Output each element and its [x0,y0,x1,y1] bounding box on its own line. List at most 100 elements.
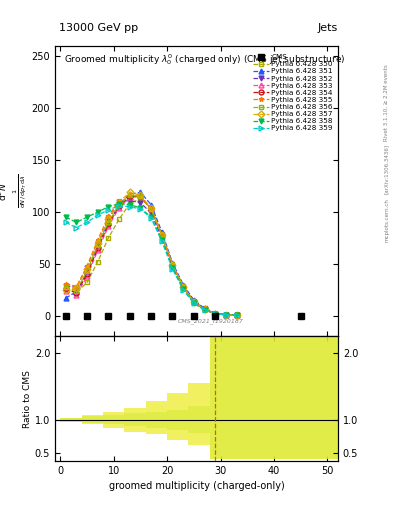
Pythia 6.428 357 [149,205,154,211]
Pythia 6.428 353 [63,288,68,294]
Pythia 6.428 359 [181,287,185,293]
Pythia 6.428 359 [138,206,143,212]
Pythia 6.428 353 [74,292,79,298]
CMS [106,312,111,318]
Pythia 6.428 357 [160,232,164,238]
Pythia 6.428 359 [74,224,79,230]
Legend: CMS, Pythia 6.428 350, Pythia 6.428 351, Pythia 6.428 352, Pythia 6.428 353, Pyt: CMS, Pythia 6.428 350, Pythia 6.428 351,… [251,53,334,133]
Pythia 6.428 353 [127,195,132,201]
Pythia 6.428 358 [213,310,218,316]
Pythia 6.428 358 [127,202,132,208]
Pythia 6.428 351 [74,289,79,295]
CMS [127,312,132,318]
Pythia 6.428 351 [181,282,185,288]
Pythia 6.428 359 [149,215,154,221]
Pythia 6.428 356 [106,219,111,225]
Pythia 6.428 352 [85,265,90,271]
CMS [149,312,154,318]
Pythia 6.428 359 [213,310,218,316]
Line: Pythia 6.428 355: Pythia 6.428 355 [63,192,239,318]
Pythia 6.428 350 [63,285,68,291]
Pythia 6.428 354 [106,221,111,227]
Pythia 6.428 354 [149,206,154,212]
Pythia 6.428 353 [234,312,239,318]
Pythia 6.428 357 [95,240,100,246]
Pythia 6.428 359 [117,203,121,209]
Pythia 6.428 358 [170,265,175,271]
Pythia 6.428 355 [106,213,111,219]
Pythia 6.428 358 [95,209,100,215]
CMS [213,312,218,318]
Pythia 6.428 352 [149,210,154,216]
Pythia 6.428 353 [170,262,175,268]
Pythia 6.428 359 [127,204,132,210]
Pythia 6.428 357 [224,312,228,318]
Pythia 6.428 356 [160,232,164,238]
Pythia 6.428 355 [202,306,207,312]
Pythia 6.428 351 [213,310,218,316]
Pythia 6.428 357 [85,266,90,272]
Pythia 6.428 359 [160,238,164,244]
Pythia 6.428 353 [213,310,218,316]
Pythia 6.428 351 [117,202,121,208]
Text: Rivet 3.1.10, ≥ 2.2M events: Rivet 3.1.10, ≥ 2.2M events [384,64,389,141]
Pythia 6.428 352 [160,235,164,241]
Pythia 6.428 358 [117,201,121,207]
Pythia 6.428 352 [127,198,132,204]
Pythia 6.428 359 [85,219,90,225]
Pythia 6.428 353 [85,273,90,280]
Y-axis label: $\mathrm{d}^2N$
$\frac{1}{\mathrm{d}N\,/\,\mathrm{d}p_T\,\mathrm{d}\lambda}$: $\mathrm{d}^2N$ $\frac{1}{\mathrm{d}N\,/… [0,174,29,208]
Pythia 6.428 355 [149,206,154,212]
Pythia 6.428 351 [63,295,68,301]
Pythia 6.428 350 [95,259,100,265]
CMS [298,312,303,318]
Pythia 6.428 352 [202,306,207,312]
Pythia 6.428 350 [191,298,196,304]
Line: CMS: CMS [62,312,304,319]
Pythia 6.428 355 [85,263,90,269]
Pythia 6.428 357 [181,284,185,290]
Pythia 6.428 354 [117,203,121,209]
Pythia 6.428 350 [127,201,132,207]
Pythia 6.428 352 [224,312,228,318]
Pythia 6.428 350 [234,312,239,318]
Line: Pythia 6.428 353: Pythia 6.428 353 [63,194,239,318]
Pythia 6.428 356 [63,284,68,290]
Pythia 6.428 351 [85,269,90,275]
Pythia 6.428 352 [181,285,185,291]
Pythia 6.428 354 [160,232,164,238]
Pythia 6.428 358 [63,214,68,220]
CMS [170,312,175,318]
Text: [arXiv:1306.3436]: [arXiv:1306.3436] [384,144,389,194]
Pythia 6.428 350 [160,231,164,237]
Pythia 6.428 356 [202,306,207,312]
Text: 13000 GeV pp: 13000 GeV pp [59,23,138,33]
Pythia 6.428 351 [106,220,111,226]
Pythia 6.428 357 [191,299,196,305]
Pythia 6.428 355 [191,299,196,305]
Pythia 6.428 350 [149,205,154,211]
Pythia 6.428 358 [74,219,79,225]
Pythia 6.428 357 [106,216,111,222]
Line: Pythia 6.428 356: Pythia 6.428 356 [63,193,239,318]
Line: Pythia 6.428 359: Pythia 6.428 359 [63,203,239,318]
Pythia 6.428 354 [63,286,68,292]
Pythia 6.428 356 [213,310,218,316]
Pythia 6.428 357 [74,285,79,291]
Pythia 6.428 351 [191,297,196,303]
Pythia 6.428 351 [149,202,154,208]
Pythia 6.428 359 [191,300,196,306]
Pythia 6.428 359 [95,212,100,218]
Pythia 6.428 359 [170,266,175,272]
Pythia 6.428 353 [224,312,228,318]
Y-axis label: Ratio to CMS: Ratio to CMS [23,370,32,428]
Pythia 6.428 351 [138,189,143,196]
Line: Pythia 6.428 351: Pythia 6.428 351 [63,190,239,317]
Text: Jets: Jets [318,23,338,33]
Pythia 6.428 356 [85,268,90,274]
Pythia 6.428 351 [202,305,207,311]
Pythia 6.428 352 [117,199,121,205]
Pythia 6.428 352 [191,299,196,305]
Pythia 6.428 354 [213,310,218,316]
Pythia 6.428 356 [181,284,185,290]
